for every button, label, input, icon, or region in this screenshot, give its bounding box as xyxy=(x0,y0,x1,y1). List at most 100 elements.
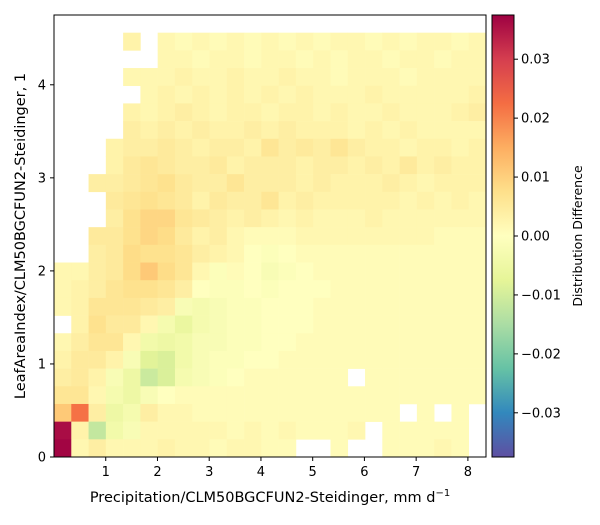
heatmap-cell xyxy=(399,350,418,369)
heatmap-cell xyxy=(382,227,400,246)
heatmap-cell xyxy=(88,227,107,246)
heatmap-cell xyxy=(261,85,279,104)
heatmap-cell xyxy=(330,280,349,299)
heatmap-cell xyxy=(105,403,124,422)
heatmap-cell xyxy=(382,121,400,140)
heatmap-cell xyxy=(157,350,176,369)
heatmap-cell xyxy=(365,333,383,352)
heatmap-cell xyxy=(157,191,176,210)
heatmap-cell xyxy=(468,244,487,263)
heatmap-cell xyxy=(209,262,228,281)
heatmap-cell xyxy=(365,138,383,157)
heatmap-cell xyxy=(399,209,418,228)
x-axis-ticks: 1 2 3 4 5 6 7 8 xyxy=(102,457,472,480)
heatmap-cell xyxy=(347,32,366,51)
heatmap-cell xyxy=(330,138,349,157)
heatmap-cell xyxy=(313,121,331,140)
heatmap-cell xyxy=(330,68,349,87)
y-tick-label: 4 xyxy=(38,78,46,93)
heatmap-cell xyxy=(451,174,470,193)
heatmap-cell xyxy=(313,68,331,87)
heatmap-cell xyxy=(416,32,435,51)
heatmap-cell xyxy=(244,403,262,422)
heatmap-cell xyxy=(278,121,297,140)
heatmap-cell xyxy=(416,315,435,334)
heatmap-cell xyxy=(278,368,297,387)
heatmap-cell xyxy=(192,333,210,352)
colorbar-tick-label: −0.02 xyxy=(521,347,561,362)
heatmap-cell xyxy=(330,191,349,210)
heatmap-cell xyxy=(209,403,228,422)
heatmap-cell xyxy=(468,85,487,104)
heatmap-cell xyxy=(451,191,470,210)
heatmap-cell xyxy=(244,227,262,246)
heatmap-cell xyxy=(261,174,279,193)
heatmap-cell xyxy=(399,50,418,69)
heatmap-cell xyxy=(123,191,141,210)
heatmap-cell xyxy=(295,138,314,157)
heatmap-cell xyxy=(416,138,435,157)
heatmap-cell xyxy=(330,386,349,405)
heatmap-cell xyxy=(399,174,418,193)
heatmap-cell xyxy=(313,85,331,104)
heatmap-cell xyxy=(468,138,487,157)
heatmap-cell xyxy=(174,191,193,210)
heatmap-cell xyxy=(192,227,210,246)
heatmap-cell xyxy=(192,262,210,281)
heatmap-cell xyxy=(244,368,262,387)
heatmap-cell xyxy=(261,191,279,210)
heatmap-cell xyxy=(295,50,314,69)
x-tick-label: 5 xyxy=(309,465,317,480)
heatmap-cell xyxy=(416,174,435,193)
heatmap-cell xyxy=(313,103,331,122)
heatmap-cell xyxy=(295,297,314,316)
heatmap-cell xyxy=(244,350,262,369)
heatmap-cell xyxy=(330,244,349,263)
heatmap-cell xyxy=(105,191,124,210)
heatmap-cell xyxy=(54,262,72,281)
heatmap-cell xyxy=(226,439,245,458)
heatmap-cell xyxy=(313,421,331,440)
heatmap-cell xyxy=(347,280,366,299)
heatmap-cell xyxy=(261,421,279,440)
heatmap-cell xyxy=(140,68,158,87)
heatmap-cell xyxy=(382,403,400,422)
heatmap-cell xyxy=(209,121,228,140)
heatmap-cell xyxy=(192,32,210,51)
heatmap-cell xyxy=(105,209,124,228)
heatmap-cell xyxy=(451,85,470,104)
heatmap-cell xyxy=(174,174,193,193)
heatmap-cell xyxy=(140,386,158,405)
heatmap-cell xyxy=(157,103,176,122)
heatmap-cell xyxy=(192,350,210,369)
heatmap-cell xyxy=(451,386,470,405)
heatmap-cell xyxy=(416,244,435,263)
heatmap-cell xyxy=(382,174,400,193)
heatmap-cell xyxy=(174,85,193,104)
heatmap-cell xyxy=(382,333,400,352)
heatmap-cell xyxy=(278,156,297,175)
heatmap-cell xyxy=(157,262,176,281)
heatmap-cell xyxy=(295,262,314,281)
heatmap-cell xyxy=(123,386,141,405)
heatmap-cell xyxy=(209,244,228,263)
heatmap-cell xyxy=(261,386,279,405)
heatmap-cell xyxy=(382,209,400,228)
heatmap-cell xyxy=(174,262,193,281)
heatmap-cell xyxy=(382,32,400,51)
heatmap-cell xyxy=(347,85,366,104)
heatmap-cell xyxy=(71,403,89,422)
colorbar-tick-label: 0.03 xyxy=(521,53,550,68)
heatmap-cell xyxy=(123,244,141,263)
heatmap-cell xyxy=(261,297,279,316)
heatmap-cell xyxy=(434,209,452,228)
heatmap-cell xyxy=(365,386,383,405)
heatmap-cell xyxy=(88,262,107,281)
heatmap-cell xyxy=(209,85,228,104)
heatmap-cell xyxy=(88,297,107,316)
heatmap-cell xyxy=(365,50,383,69)
heatmap-cell xyxy=(330,297,349,316)
heatmap-cell xyxy=(140,315,158,334)
heatmap-cell xyxy=(347,138,366,157)
